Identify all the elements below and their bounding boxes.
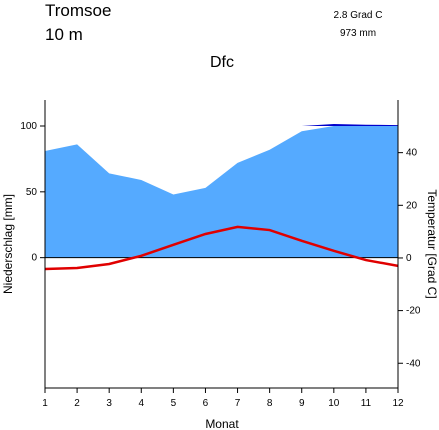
y2-tick-label: -20 [406, 306, 421, 317]
y2-tick-label: 20 [406, 200, 418, 211]
mean-temperature: 2.8 Grad C [334, 10, 383, 21]
x-tick-label: 7 [235, 398, 241, 409]
x-tick-label: 9 [299, 398, 305, 409]
x-tick-label: 11 [361, 398, 372, 409]
chart-title: Dfc [210, 54, 234, 71]
x-tick-label: 10 [328, 398, 340, 409]
x-tick-label: 1 [42, 398, 48, 409]
x-tick-label: 8 [267, 398, 273, 409]
y2-axis-label: Temperatur [Grad C] [425, 189, 439, 298]
y-axis-label: Niederschlag [mm] [1, 194, 15, 294]
annual-precipitation: 973 mm [340, 28, 376, 39]
x-tick-label: 3 [106, 398, 112, 409]
y-tick-label: 0 [31, 253, 37, 264]
precipitation-excess [45, 124, 398, 126]
station: Tromsoe [45, 1, 111, 20]
elevation: 10 m [45, 25, 83, 44]
y2-tick-label: -40 [406, 358, 421, 369]
x-tick-label: 2 [74, 398, 80, 409]
y-tick-label: 50 [26, 187, 38, 198]
y2-tick-label: 0 [406, 253, 412, 264]
precipitation-area [45, 126, 398, 258]
y-tick-label: 100 [20, 121, 37, 132]
x-tick-label: 5 [171, 398, 177, 409]
temperature-line [44, 225, 399, 271]
x-tick-label: 12 [392, 398, 404, 409]
y2-tick-label: 40 [406, 148, 418, 159]
x-tick-label: 4 [138, 398, 144, 409]
x-tick-label: 6 [203, 398, 209, 409]
x-axis-label: Monat [205, 417, 239, 430]
